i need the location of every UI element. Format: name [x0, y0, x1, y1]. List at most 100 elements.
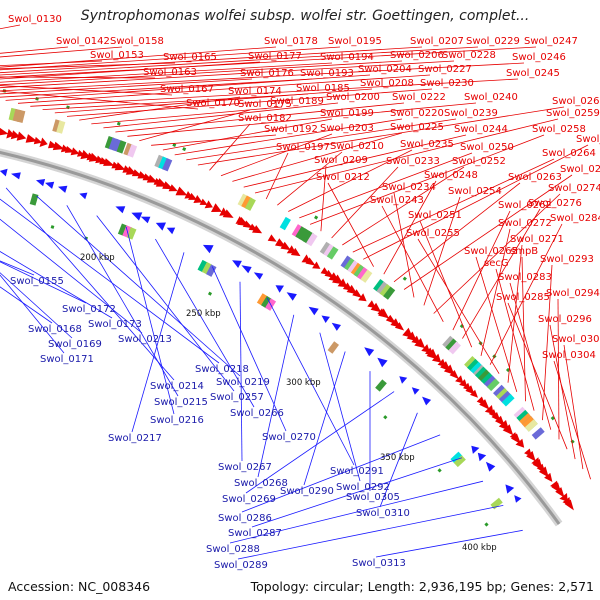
- reverse-gene-arrow: [58, 185, 68, 193]
- forward-gene-label: Swol_0246: [512, 52, 566, 63]
- feature-block: [522, 416, 535, 429]
- feature-block: [474, 366, 488, 380]
- forward-gene-arrow: [414, 338, 426, 349]
- reverse-label-leader: [0, 286, 53, 324]
- forward-gene-label: Swol_0206: [390, 50, 444, 61]
- forward-gene-arrow: [394, 322, 405, 331]
- minor-feature: [182, 147, 187, 152]
- feature-block: [16, 109, 26, 123]
- forward-gene-label: Swol_0175: [238, 99, 292, 110]
- forward-gene-label: Swol_0252: [452, 156, 506, 167]
- forward-gene-arrow: [564, 499, 574, 511]
- forward-gene-arrow: [378, 308, 390, 319]
- reverse-gene-arrow: [514, 495, 522, 503]
- reverse-gene-label: Swol_0286: [218, 513, 272, 524]
- forward-gene-arrow: [455, 375, 464, 384]
- forward-label-leader: [42, 93, 309, 110]
- forward-gene-label: Swol_0165: [163, 52, 217, 63]
- forward-gene-arrow: [199, 198, 208, 205]
- forward-label-leader: [495, 268, 535, 411]
- reverse-label-leader: [96, 215, 235, 392]
- forward-gene-label: Swol_0225: [390, 122, 444, 133]
- reverse-gene-arrow: [115, 206, 126, 214]
- reverse-gene-arrow: [241, 265, 252, 274]
- forward-label-leader: [393, 182, 521, 283]
- reverse-gene-label: Swol_0217: [108, 433, 162, 444]
- forward-label-leader: [277, 151, 343, 206]
- feature-block: [56, 120, 66, 134]
- feature-block-inner: [206, 264, 217, 277]
- feature-block: [483, 375, 497, 389]
- forward-gene-label: Swol_0222: [392, 92, 446, 103]
- forward-label-leader: [553, 360, 591, 480]
- forward-label-leader: [0, 62, 176, 70]
- forward-gene-label: Swol_0243: [370, 195, 424, 206]
- reverse-gene-label: Swol_0269: [222, 494, 276, 505]
- forward-label-leader: [174, 118, 403, 156]
- forward-label-leader: [30, 78, 519, 107]
- reverse-gene-label: Swol_0288: [206, 544, 260, 555]
- topology-text: Topology: circular; Length: 2,936,195 bp…: [250, 579, 594, 594]
- reverse-label-leader: [211, 266, 287, 432]
- forward-gene-label: Swol_0294: [546, 288, 600, 299]
- forward-label-leader: [320, 165, 327, 232]
- forward-gene-label: Swol_0273: [576, 134, 600, 145]
- feature-block: [319, 241, 332, 256]
- feature-block: [353, 264, 366, 279]
- forward-gene-label: smpB: [510, 246, 538, 257]
- forward-gene-label: Swol_0301: [552, 334, 600, 345]
- reverse-label-leader: [229, 480, 484, 544]
- reverse-gene-label: Swol_0313: [352, 558, 406, 569]
- forward-gene-label: Swol_0296: [538, 314, 592, 325]
- minor-feature: [172, 143, 177, 147]
- forward-label-leader: [186, 118, 457, 161]
- forward-label-leader: [299, 152, 473, 219]
- backbone-layer: [0, 148, 563, 527]
- forward-gene-arrow: [312, 261, 321, 269]
- forward-label-leader: [0, 76, 156, 79]
- forward-gene-label: Swol_0195: [328, 36, 382, 47]
- feature-block: [112, 138, 123, 153]
- feature-block: [531, 427, 545, 440]
- forward-label-leader: [0, 61, 261, 80]
- forward-label-leader: [475, 256, 518, 393]
- feature-block: [162, 158, 173, 172]
- forward-label-leader: [0, 46, 69, 54]
- reverse-gene-label: Swol_0289: [214, 560, 268, 571]
- feature-block: [306, 232, 318, 247]
- feature-block: [108, 137, 119, 151]
- minor-feature: [570, 439, 575, 444]
- forward-label-leader: [309, 134, 545, 225]
- forward-label-leader: [331, 166, 399, 239]
- forward-label-leader: [419, 220, 473, 348]
- reverse-gene-arrow: [45, 181, 55, 189]
- forward-label-leader: [0, 78, 253, 95]
- forward-gene-arrow: [465, 385, 475, 395]
- reverse-gene-arrow: [36, 179, 46, 187]
- reverse-label-leader: [266, 297, 355, 466]
- forward-gene-label: secG: [484, 258, 509, 269]
- forward-label-leader: [489, 223, 563, 365]
- reverse-label-leader: [0, 272, 73, 339]
- feature-block: [356, 267, 369, 281]
- reverse-label-leader: [131, 252, 185, 433]
- feature-block: [442, 335, 455, 349]
- minor-feature: [314, 215, 319, 220]
- forward-label-leader: [0, 60, 455, 89]
- reverse-gene-label: Swol_0218: [195, 364, 249, 375]
- forward-gene-label: Swol_0235: [400, 139, 454, 150]
- feature-block: [158, 156, 169, 170]
- label-layer: Swol_0130 Swol_0142 Swol_0158 Swol_0153 Swol…: [8, 14, 600, 571]
- reverse-label-leader: [5, 187, 175, 381]
- forward-label-leader: [563, 344, 584, 470]
- feature-block-inner: [126, 227, 137, 240]
- forward-gene-label: Swol_0285: [496, 292, 550, 303]
- forward-gene-arrow: [16, 131, 27, 141]
- kbp-tick-label: 300 kbp: [286, 378, 321, 388]
- forward-gene-label: Swol_0230: [420, 78, 474, 89]
- reverse-label-leader: [0, 198, 220, 364]
- reverse-gene-arrow: [131, 212, 143, 221]
- feature-block: [291, 224, 304, 238]
- forward-gene-label: Swol_0174: [228, 86, 282, 97]
